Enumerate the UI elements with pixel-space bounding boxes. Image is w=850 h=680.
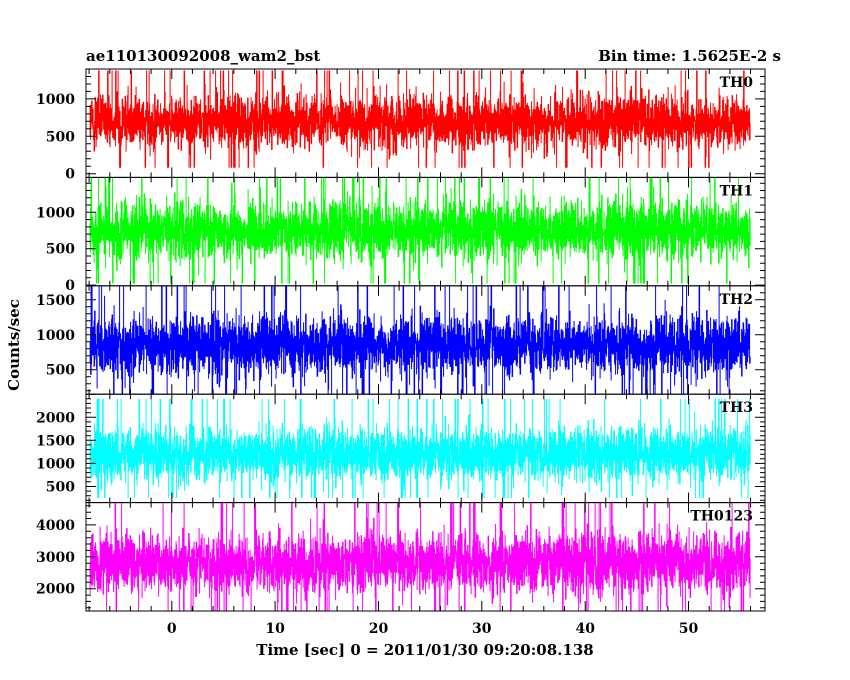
x-tick-label: 20 [369,621,389,637]
y-tick-label: 3000 [36,550,75,566]
panel-label: TH1 [720,183,753,199]
y-tick-label: 1000 [36,456,75,472]
series-th2 [89,285,751,395]
chart-title-left: ae110130092008_wam2_bst [86,47,320,65]
panel-th3: 500 1000 1500 2000 TH3 [36,393,766,504]
x-axis-label: Time [sec] 0 = 2011/01/30 09:20:08.138 [256,641,593,659]
x-tick-label: 10 [265,621,285,637]
y-tick-label: 500 [46,363,75,379]
panel-ticks [86,177,765,286]
panel-ticks [86,285,765,395]
x-tick-label: 50 [679,621,699,637]
panel-th0: 0 500 1000 TH0 [36,68,766,183]
y-tick-label: 4000 [36,518,75,534]
y-tick-label: 1000 [36,205,75,221]
y-tick-label: 1000 [36,328,75,344]
y-tick-label: 0 [65,167,75,183]
y-tick-label: 500 [46,480,75,496]
series-th3 [89,398,751,498]
y-tick-label: 0 [65,278,75,294]
x-tick-label: 0 [167,621,177,637]
y-tick-label: 2000 [36,582,75,598]
x-tick-label: 30 [472,621,492,637]
panel-ticks [86,68,765,178]
y-tick-label: 1000 [36,92,75,108]
panel-ticks [86,502,765,611]
series-th0 [89,70,751,168]
y-axis-label: Counts/sec [5,299,23,391]
panel-th0123: 2000 3000 4000 TH0123 [36,502,766,612]
y-tick-label: 1500 [36,433,75,449]
panel-label: TH0 [720,75,754,91]
y-tick-label: 2000 [36,410,75,426]
series-th0123 [89,502,751,611]
x-tick-label: 40 [575,621,595,637]
y-tick-label: 500 [46,129,75,145]
panel-label: TH2 [720,292,753,308]
panel-label: TH0123 [690,509,753,525]
panel-label: TH3 [720,400,753,416]
panel-th1: 0 500 1000 TH1 [36,176,766,294]
panel-th2: 500 1000 1500 TH2 [36,285,766,395]
y-tick-label: 500 [46,242,75,258]
series-th1 [89,177,751,284]
y-tick-label: 1500 [36,293,75,309]
panel-ticks [86,393,765,503]
chart-title-right: Bin time: 1.5625E-2 s [598,47,781,65]
